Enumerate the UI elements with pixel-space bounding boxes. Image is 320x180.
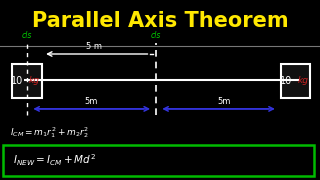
- Text: 5m: 5m: [84, 97, 98, 106]
- Text: Parallel Axis Theorem: Parallel Axis Theorem: [32, 11, 288, 31]
- Text: 5m: 5m: [217, 97, 231, 106]
- Text: 10: 10: [11, 76, 23, 86]
- Text: kg: kg: [28, 76, 39, 86]
- Text: cls: cls: [22, 31, 32, 40]
- Text: 10: 10: [280, 76, 292, 86]
- Text: 5 m: 5 m: [86, 42, 102, 51]
- Text: kg: kg: [297, 76, 308, 86]
- Bar: [12, 64, 42, 98]
- Text: cls: cls: [151, 31, 161, 40]
- Bar: [281, 64, 310, 98]
- Bar: [3, 145, 314, 176]
- Text: $I_{NEW} = I_{CM} + Md^2$: $I_{NEW} = I_{CM} + Md^2$: [13, 153, 96, 168]
- Text: $I_{CM} = m_1r_1^2 + m_2r_2^2$: $I_{CM} = m_1r_1^2 + m_2r_2^2$: [10, 125, 89, 140]
